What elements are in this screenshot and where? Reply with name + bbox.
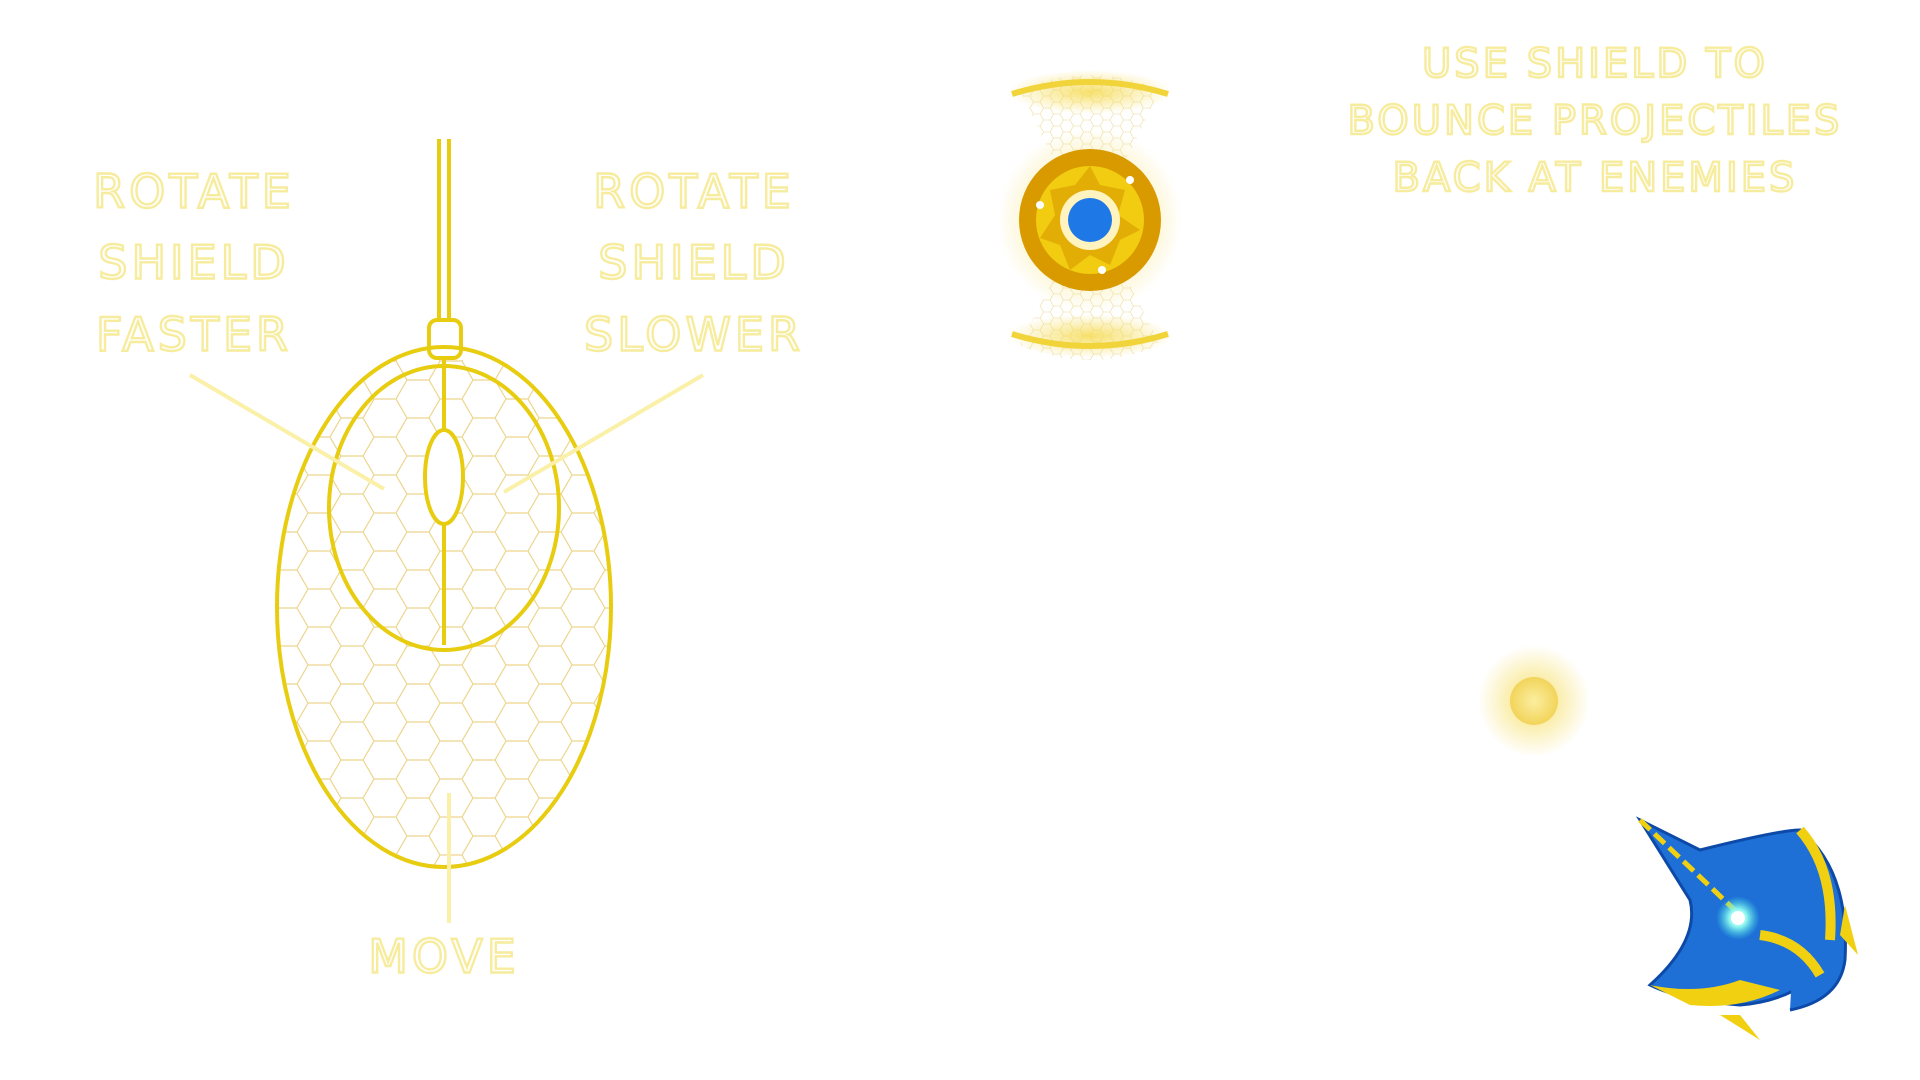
label-line: SHIELD — [598, 236, 789, 290]
hint-line: BACK AT ENEMIES — [1393, 155, 1798, 201]
hint-line: USE SHIELD TO — [1422, 41, 1768, 87]
hint-line: BOUNCE PROJECTILES — [1348, 98, 1843, 144]
label-line: FASTER — [96, 308, 292, 362]
right-label: ROTATE SHIELD SLOWER — [583, 163, 804, 362]
left-label: ROTATE SHIELD FASTER — [92, 163, 295, 362]
projectile — [1478, 645, 1590, 757]
bottom-label: MOVE — [368, 930, 520, 984]
enemy-ship — [1635, 816, 1858, 1040]
player-ship — [998, 70, 1182, 360]
label-line: SHIELD — [98, 236, 289, 290]
mouse-diagram — [275, 139, 613, 869]
leader-lines — [188, 373, 705, 923]
label-line: ROTATE — [93, 165, 295, 219]
label-line: SLOWER — [584, 308, 804, 362]
label-line: ROTATE — [593, 165, 795, 219]
hint-text: USE SHIELD TO BOUNCE PROJECTILES BACK AT… — [1346, 40, 1843, 202]
